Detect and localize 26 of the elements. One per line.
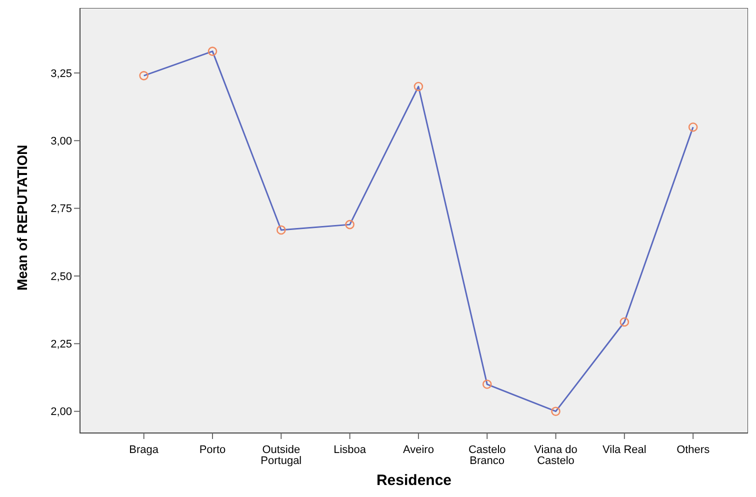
- y-tick-label: 2,00: [50, 406, 72, 418]
- y-axis-title: Mean of REPUTATION: [14, 144, 30, 290]
- y-tick-label: 3,00: [50, 136, 72, 148]
- x-tick-label: Braga: [129, 444, 160, 456]
- point: [208, 46, 218, 56]
- point: [482, 380, 492, 389]
- x-tick-label: Castelo Branco: [468, 444, 506, 467]
- y-tick-label: 2,50: [50, 270, 72, 283]
- y-tick-label: 3,25: [50, 68, 72, 80]
- point: [345, 220, 354, 230]
- x-tick-label: Others: [676, 444, 710, 456]
- point: [620, 317, 630, 327]
- y-tick-label: 2,25: [50, 338, 72, 351]
- point: [688, 122, 698, 132]
- point: [414, 82, 424, 92]
- x-axis-title: Residence: [376, 472, 452, 489]
- point: [551, 406, 560, 416]
- x-tick-label: Lisboa: [334, 444, 367, 456]
- point: [139, 71, 148, 80]
- x-tick-label: Porto: [199, 444, 226, 456]
- y-tick-label: 2,75: [50, 203, 72, 216]
- x-tick-label: Vila Real: [602, 444, 646, 456]
- x-tick-label: Aveiro: [402, 444, 434, 456]
- x-tick-label: Outside Portugal: [260, 444, 302, 467]
- point: [276, 225, 286, 235]
- x-tick-label: Viana do Castelo: [534, 444, 578, 467]
